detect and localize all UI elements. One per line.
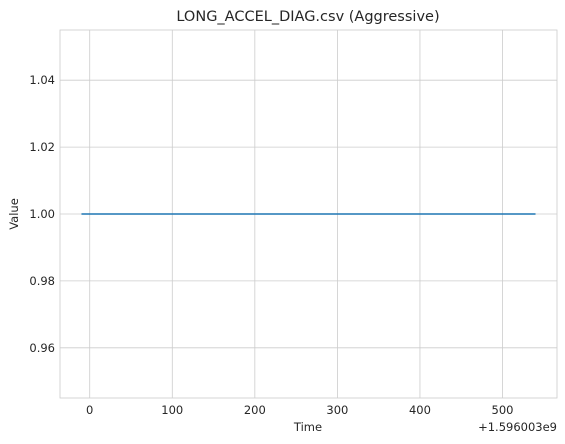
x-axis-offset-label: +1.596003e9 <box>478 420 557 434</box>
chart-title: LONG_ACCEL_DIAG.csv (Aggressive) <box>176 9 439 25</box>
x-tick-label: 100 <box>161 403 183 417</box>
y-axis-label: Value <box>7 198 21 230</box>
x-tick-label: 500 <box>492 403 514 417</box>
x-axis-label: Time <box>293 420 322 434</box>
y-tick-label: 0.96 <box>29 341 55 355</box>
y-tick-labels: 0.96 0.98 1.00 1.02 1.04 <box>29 73 55 355</box>
y-tick-label: 1.02 <box>29 140 55 154</box>
x-tick-labels: 0 100 200 300 400 500 <box>86 403 513 417</box>
x-tick-label: 300 <box>326 403 348 417</box>
x-tick-label: 200 <box>244 403 266 417</box>
y-tick-label: 1.04 <box>29 73 55 87</box>
y-tick-label: 1.00 <box>29 207 55 221</box>
x-tick-label: 400 <box>409 403 431 417</box>
y-tick-label: 0.98 <box>29 274 55 288</box>
x-tick-label: 0 <box>86 403 93 417</box>
